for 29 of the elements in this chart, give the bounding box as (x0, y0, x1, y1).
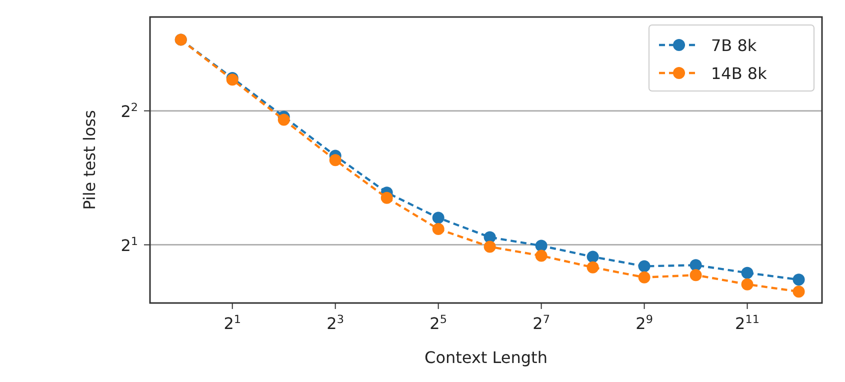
x-tick-label: 2$^{1}$ (224, 312, 242, 333)
x-tick-label: 2$^{7}$ (532, 312, 550, 333)
y-tick-label: 2$^{2}$ (120, 100, 138, 121)
point (741, 278, 754, 290)
legend-label: 7B 8k (711, 36, 758, 55)
x-tick-label: 2$^{3}$ (326, 312, 344, 333)
x-tick-label: 2$^{11}$ (735, 312, 760, 333)
point (792, 274, 805, 286)
point (690, 259, 702, 272)
x-axis-title: Context Length (424, 348, 548, 367)
x-tick-label: 2$^{9}$ (636, 312, 653, 333)
point (638, 260, 650, 272)
point (432, 212, 444, 224)
y-axis-title: Pile test loss (80, 110, 99, 210)
point (690, 269, 702, 282)
point (586, 250, 599, 263)
x-tick-label: 2$^{5}$ (430, 312, 447, 333)
point (484, 240, 496, 253)
point (380, 192, 393, 204)
point (278, 114, 290, 126)
point (329, 154, 342, 166)
point (792, 286, 805, 298)
legend-label: 14B 8k (711, 64, 768, 83)
point (741, 266, 754, 279)
point (535, 250, 548, 262)
point (586, 261, 599, 274)
point (535, 240, 548, 252)
point (638, 271, 650, 284)
point (432, 223, 444, 236)
